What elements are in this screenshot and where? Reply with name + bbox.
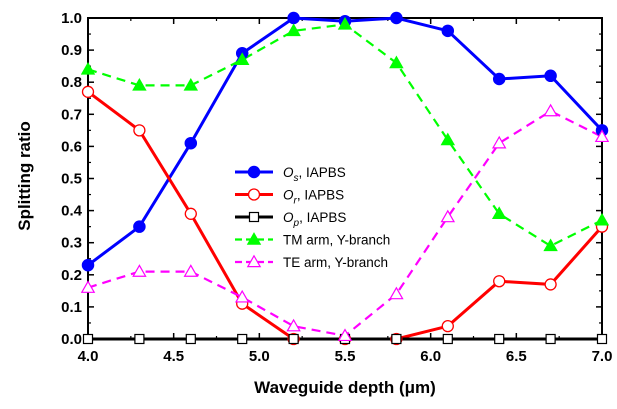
legend-marker-3 xyxy=(246,232,262,245)
y-tick-label: 0.3 xyxy=(61,235,82,252)
series-0-point xyxy=(133,220,146,233)
legend-marker-4 xyxy=(246,254,262,268)
series-4-point xyxy=(337,328,353,342)
series-2-point xyxy=(494,333,505,345)
series-2-point xyxy=(237,333,248,345)
legend-label-0: Os, IAPBS xyxy=(283,165,346,184)
y-axis-title: Splitting ratio xyxy=(15,121,34,231)
legend-marker-0 xyxy=(247,165,261,179)
x-tick-label: 7.0 xyxy=(592,348,613,365)
y-tick-label: 0.4 xyxy=(61,203,83,220)
series-2-point xyxy=(82,333,94,345)
x-axis-title: Waveguide depth (μm) xyxy=(254,378,436,397)
series-2-point xyxy=(391,333,402,345)
series-3-point xyxy=(491,206,507,220)
series-3-point xyxy=(389,55,404,69)
x-tick-label: 5.5 xyxy=(335,348,356,365)
x-tick-label: 5.0 xyxy=(249,348,270,365)
series-1-point xyxy=(544,278,557,291)
series-line-0 xyxy=(87,16,604,267)
series-3-point xyxy=(543,238,558,252)
series-3-point xyxy=(594,212,609,226)
legend-label-3: TM arm, Y-branch xyxy=(283,233,390,248)
series-4-point xyxy=(543,103,558,117)
data-layer xyxy=(81,11,609,346)
series-3-point xyxy=(337,17,353,30)
series-0-point xyxy=(544,69,557,83)
series-4-point xyxy=(81,280,96,293)
legend-marker-2 xyxy=(248,211,260,223)
series-1-point xyxy=(81,85,95,98)
series-2-point xyxy=(134,333,145,345)
plot-layer: 4.0 4.5 5.0 5.5 6.0 6.5 7.0 0.0 0.1 0.2 0.3 0.4 0.5 0… xyxy=(61,10,612,365)
series-3-point xyxy=(81,61,96,75)
series-3-point xyxy=(234,52,250,65)
series-0-point xyxy=(441,24,455,38)
y-tick-label: 0.5 xyxy=(61,171,82,188)
series-2-point xyxy=(442,333,453,345)
series-4-point xyxy=(440,209,456,223)
y-tick-label: 0.6 xyxy=(61,138,82,155)
series-0-point xyxy=(390,11,403,25)
legend-label-1: Or, IAPBS xyxy=(283,188,344,207)
series-4-point xyxy=(594,129,609,143)
series-3-point xyxy=(286,23,301,37)
x-tick-label: 4.0 xyxy=(78,348,99,365)
y-tick-label: 0.2 xyxy=(61,267,82,284)
series-1-point xyxy=(133,124,146,137)
y-tick-label: 0.9 xyxy=(61,42,82,59)
y-tick-label: 0.1 xyxy=(61,299,82,316)
series-2-point xyxy=(288,333,299,345)
series-1-point xyxy=(493,275,506,288)
series-2-point xyxy=(185,333,196,345)
series-0-point xyxy=(184,136,198,150)
series-4-point xyxy=(183,264,199,277)
series-4-point xyxy=(234,289,250,303)
legend-label-4: TE arm, Y-branch xyxy=(283,255,388,270)
series-4-point xyxy=(286,318,301,332)
x-tick-label: 6.0 xyxy=(420,348,441,365)
y-tick-label: 0.8 xyxy=(61,74,82,91)
series-1-point xyxy=(184,207,197,220)
y-tick-label: 0.0 xyxy=(61,331,82,348)
series-4-point xyxy=(132,264,147,277)
legend-label-2: Op, IAPBS xyxy=(283,210,346,229)
series-0-point xyxy=(81,258,95,272)
legend-marker-1 xyxy=(247,188,261,201)
series-4-point xyxy=(491,135,507,149)
series-3-point xyxy=(440,132,456,146)
y-tick-label: 1.0 xyxy=(61,10,82,27)
legend: Os, IAPBS Or, IAPBS Op, IAPBS TM arm, Y-bra… xyxy=(235,165,390,270)
y-tick-label: 0.7 xyxy=(61,106,82,123)
series-2-point xyxy=(545,333,556,345)
x-tick-label: 4.5 xyxy=(163,348,184,365)
series-2-point xyxy=(596,333,608,345)
series-0-point xyxy=(492,72,506,86)
series-1-point xyxy=(441,320,454,333)
series-4-point xyxy=(389,286,404,300)
series-3-point xyxy=(183,78,199,91)
series-0-point xyxy=(287,11,300,25)
x-tick-label: 6.5 xyxy=(506,348,527,365)
series-3-point xyxy=(132,78,147,91)
